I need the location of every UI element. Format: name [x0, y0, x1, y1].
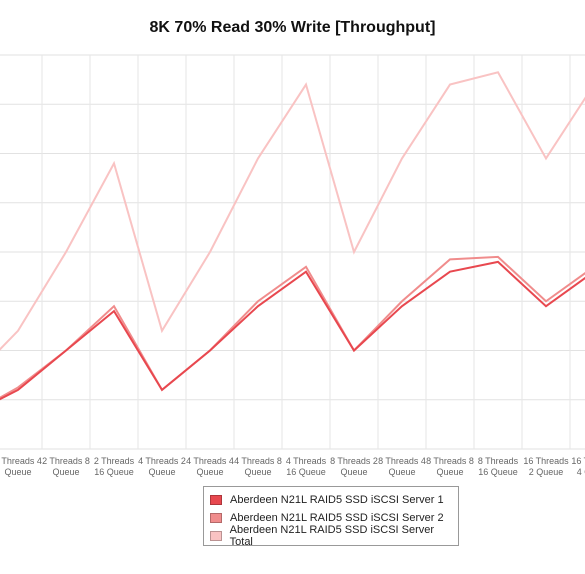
x-tick-label: 16 Threads 4 Queue: [571, 456, 585, 477]
x-tick-label: 4 Threads 8 Queue: [234, 456, 282, 477]
x-tick-label: 2 Threads 4 Queue: [0, 456, 42, 477]
legend-item: Aberdeen N21L RAID5 SSD iSCSI Server 2: [210, 509, 452, 527]
x-tick-label: 8 Threads 4 Queue: [378, 456, 426, 477]
x-tick-label: 16 Threads 2 Queue: [523, 456, 569, 477]
legend-swatch: [210, 513, 222, 523]
x-tick-label: 2 Threads 8 Queue: [42, 456, 90, 477]
x-tick-label: 2 Threads 16 Queue: [93, 456, 135, 477]
legend-item: Aberdeen N21L RAID5 SSD iSCSI Server 1: [210, 491, 452, 509]
x-tick-label: 8 Threads 8 Queue: [426, 456, 474, 477]
legend-label: Aberdeen N21L RAID5 SSD iSCSI Server Tot…: [229, 524, 435, 548]
legend-label: Aberdeen N21L RAID5 SSD iSCSI Server 1: [230, 494, 444, 506]
x-tick-label: 4 Threads 16 Queue: [285, 456, 327, 477]
x-tick-label: 8 Threads 16 Queue: [477, 456, 519, 477]
legend-swatch: [210, 495, 222, 505]
series-line: [0, 260, 585, 401]
legend-item: Aberdeen N21L RAID5 SSD iSCSI Server Tot…: [210, 524, 452, 548]
x-tick-label: 4 Threads 4 Queue: [186, 456, 234, 477]
legend-swatch: [210, 531, 222, 541]
chart-title: 8K 70% Read 30% Write [Throughput]: [149, 19, 436, 36]
legend-label: Aberdeen N21L RAID5 SSD iSCSI Server 2: [230, 512, 444, 524]
legend: Aberdeen N21L RAID5 SSD iSCSI Server 1 Ab…: [203, 486, 459, 548]
x-tick-label: 8 Threads 2 Queue: [330, 456, 378, 477]
x-tick-label: 4 Threads 2 Queue: [138, 456, 186, 477]
series-line: [0, 71, 585, 351]
